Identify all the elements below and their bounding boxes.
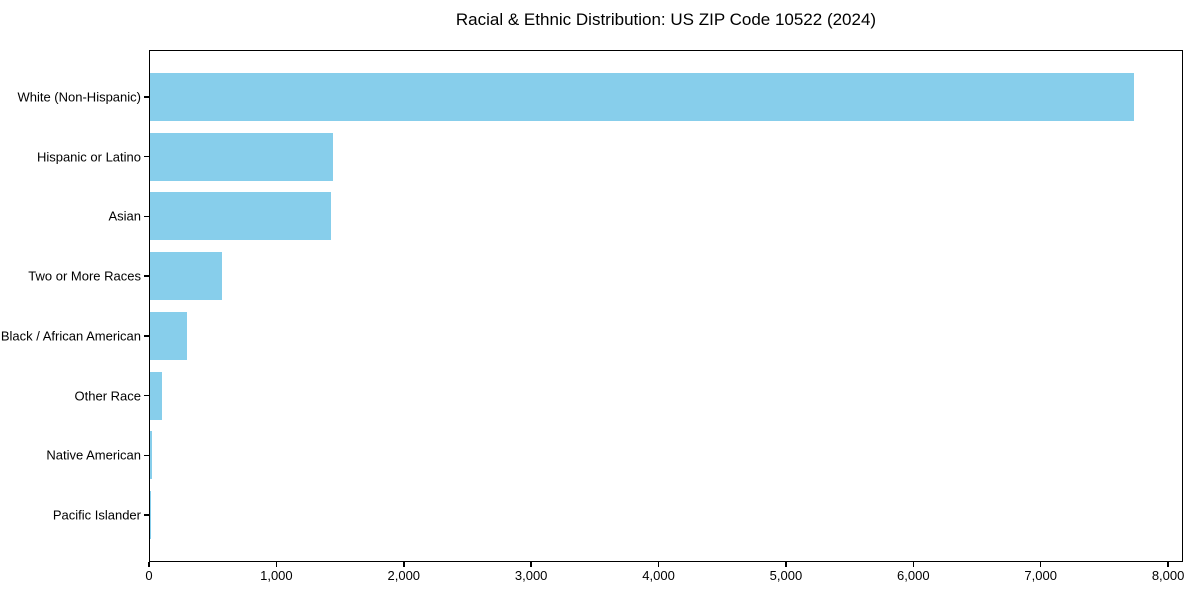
bar-white-non-hispanic [150, 73, 1135, 121]
y-tick-mark [144, 514, 149, 516]
y-tick-mark [144, 275, 149, 277]
y-tick-label-asian: Asian [108, 208, 141, 224]
y-tick-label-two-or-more-races: Two or More Races [28, 268, 141, 284]
x-tick-mark [657, 562, 660, 567]
x-tick-mark [530, 562, 532, 567]
x-tick-mark [148, 562, 150, 567]
y-tick-mark [144, 215, 149, 218]
y-tick-label-white-non-hispanic: White (Non-Hispanic) [17, 89, 141, 105]
y-tick-mark [144, 335, 149, 337]
bar-asian [150, 192, 331, 241]
bar-two-or-more-races [150, 252, 222, 301]
y-tick-mark [144, 454, 149, 457]
y-tick-mark [144, 155, 149, 158]
x-tick-label-3000: 3,000 [514, 568, 548, 583]
y-tick-label-other-race: Other Race [74, 388, 141, 404]
y-tick-label-black-african-american: Black / African American [0, 328, 141, 344]
x-tick-label-8000: 8,000 [1151, 568, 1185, 583]
x-tick-mark [403, 562, 405, 567]
y-tick-label-native-american: Native American [46, 447, 141, 463]
x-tick-label-2000: 2,000 [387, 568, 421, 583]
bar-other-race [150, 371, 163, 420]
bar-native-american [150, 431, 152, 480]
x-tick-mark [275, 562, 278, 567]
y-tick-label-hispanic-or-latino: Hispanic or Latino [36, 149, 141, 165]
x-tick-mark [785, 562, 787, 567]
bar-black-african-american [150, 311, 187, 360]
chart-title: Racial & Ethnic Distribution: US ZIP Cod… [455, 10, 877, 29]
bar-pacific-islander [150, 491, 151, 540]
y-tick-mark [144, 394, 149, 397]
x-tick-label-1000: 1,000 [260, 568, 293, 583]
plot-area [149, 50, 1183, 562]
x-tick-mark [1167, 562, 1169, 567]
x-tick-mark [912, 562, 915, 567]
x-tick-label-6000: 6,000 [897, 568, 930, 583]
x-tick-label-0: 0 [145, 568, 153, 583]
bar-hispanic-or-latino [150, 132, 334, 181]
x-tick-label-7000: 7,000 [1024, 568, 1057, 583]
x-tick-mark [1039, 562, 1042, 567]
x-tick-label-4000: 4,000 [642, 568, 675, 583]
y-tick-label-pacific-islander: Pacific Islander [52, 507, 141, 523]
y-tick-mark [144, 96, 149, 98]
x-tick-label-5000: 5,000 [769, 568, 803, 583]
